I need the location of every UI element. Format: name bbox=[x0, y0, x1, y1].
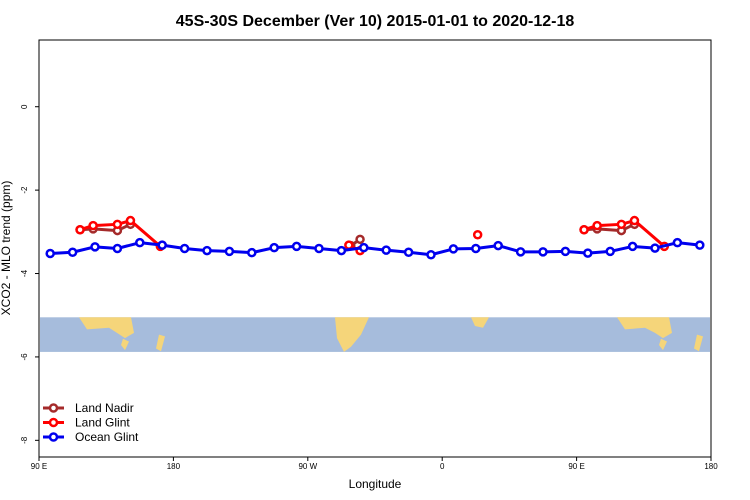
data-point bbox=[112, 243, 123, 254]
data-point bbox=[125, 215, 136, 226]
data-point bbox=[179, 243, 190, 254]
legend-label: Land Glint bbox=[75, 416, 130, 430]
y-axis: 0 -2 -4 -6 -8 bbox=[20, 104, 39, 444]
map-land bbox=[617, 317, 672, 339]
legend-label: Land Nadir bbox=[75, 401, 134, 415]
x-tick-label: 90 E bbox=[31, 462, 47, 471]
data-point bbox=[269, 242, 279, 253]
data-point bbox=[112, 219, 123, 230]
data-point bbox=[224, 246, 235, 257]
map-land bbox=[471, 317, 489, 328]
y-tick-label: -8 bbox=[20, 436, 29, 444]
data-point bbox=[45, 248, 55, 259]
data-point bbox=[579, 224, 589, 235]
map-land bbox=[121, 338, 129, 351]
data-point bbox=[336, 245, 347, 256]
data-point bbox=[695, 240, 705, 250]
map-land bbox=[335, 317, 369, 352]
data-point bbox=[493, 240, 503, 251]
series-line bbox=[79, 222, 132, 233]
series-land-glint bbox=[75, 215, 670, 256]
map-strip bbox=[40, 317, 710, 352]
legend-label: Ocean Glint bbox=[75, 430, 139, 444]
data-point bbox=[355, 234, 365, 245]
data-point bbox=[627, 241, 638, 252]
data-point bbox=[314, 243, 324, 254]
x-tick-label: 90 E bbox=[568, 462, 584, 471]
series-line bbox=[50, 241, 700, 257]
data-point bbox=[403, 247, 414, 258]
data-point bbox=[88, 220, 98, 231]
x-tick-label: 180 bbox=[704, 462, 718, 471]
legend-marker bbox=[48, 403, 59, 413]
y-tick-label: -2 bbox=[20, 186, 29, 194]
x-axis: 90 E 180 90 W 0 90 E 180 bbox=[31, 457, 718, 471]
data-point bbox=[90, 242, 100, 252]
map-land bbox=[694, 334, 703, 352]
data-point bbox=[629, 215, 640, 226]
series-layer bbox=[45, 215, 705, 260]
data-point bbox=[560, 246, 571, 257]
data-point bbox=[650, 243, 660, 253]
series-line bbox=[583, 222, 636, 233]
map-land bbox=[659, 338, 667, 351]
data-point bbox=[538, 247, 548, 257]
data-point bbox=[135, 237, 145, 248]
data-point bbox=[448, 244, 459, 254]
data-point bbox=[202, 245, 212, 256]
legend-marker bbox=[48, 417, 59, 428]
map-land bbox=[156, 334, 165, 352]
data-point bbox=[157, 240, 167, 250]
y-axis-label: XCO2 - MLO trend (ppm) bbox=[0, 181, 13, 316]
data-point bbox=[472, 229, 483, 240]
data-point bbox=[381, 245, 391, 255]
x-tick-label: 0 bbox=[440, 462, 445, 471]
y-tick-label: -6 bbox=[20, 353, 29, 361]
plot-frame bbox=[38, 39, 712, 458]
legend-marker bbox=[48, 432, 59, 442]
data-point bbox=[75, 224, 85, 235]
data-point bbox=[67, 247, 78, 258]
x-tick-label: 180 bbox=[167, 462, 181, 471]
data-point bbox=[291, 241, 302, 252]
x-tick-label: 90 W bbox=[298, 462, 317, 471]
map-ocean bbox=[40, 317, 710, 352]
data-point bbox=[515, 247, 526, 257]
x-axis-label: Longitude bbox=[349, 477, 402, 491]
data-point bbox=[592, 220, 602, 231]
y-tick-label: 0 bbox=[20, 104, 29, 109]
data-point bbox=[344, 240, 354, 250]
map-land bbox=[79, 317, 134, 339]
series-ocean-glint bbox=[45, 237, 705, 260]
data-point bbox=[672, 237, 683, 248]
data-point bbox=[616, 219, 627, 230]
y-tick-label: -4 bbox=[20, 269, 29, 277]
data-point bbox=[605, 246, 615, 257]
data-point bbox=[247, 247, 257, 258]
data-point bbox=[426, 250, 436, 260]
data-point bbox=[583, 248, 593, 258]
data-point bbox=[471, 243, 481, 254]
chart-title: 45S-30S December (Ver 10) 2015-01-01 to … bbox=[176, 13, 575, 30]
data-point bbox=[359, 242, 369, 253]
